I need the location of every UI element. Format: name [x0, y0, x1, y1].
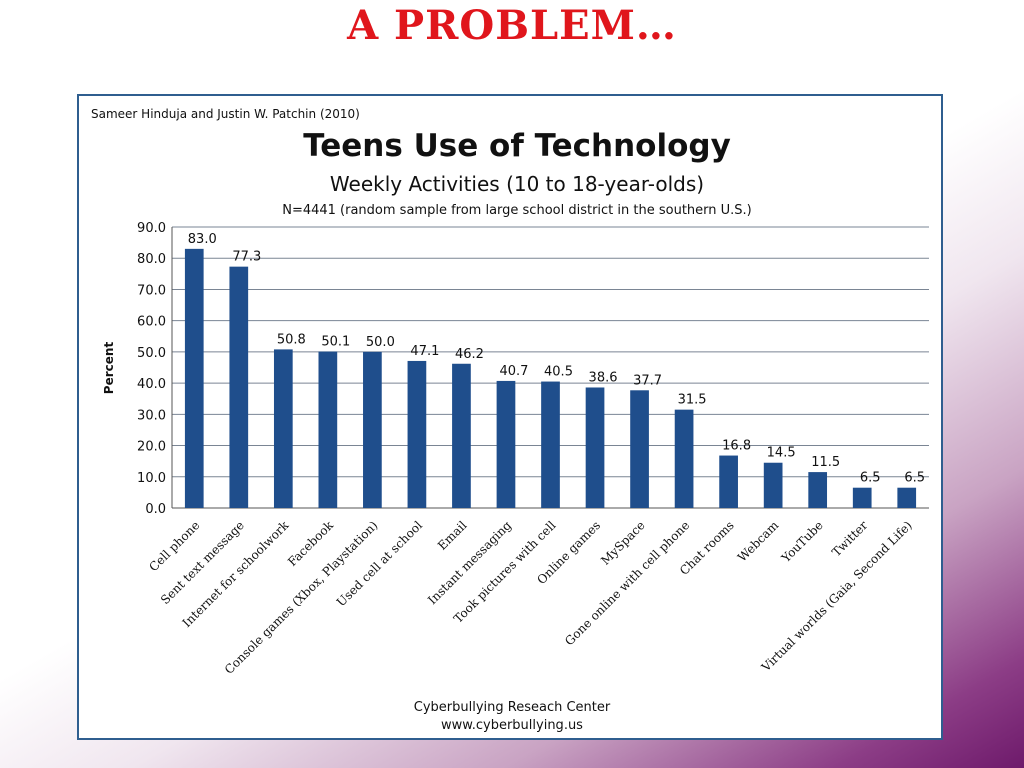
- x-tick-label: Sent text message: [158, 518, 247, 607]
- footer-center-name: Cyberbullying Reseach Center: [414, 700, 611, 715]
- bar: [897, 487, 917, 508]
- bars: [184, 248, 917, 508]
- y-tick-label: 70.0: [137, 283, 166, 298]
- bar-value-label: 16.8: [722, 439, 751, 454]
- x-tick-label: YouTube: [778, 518, 826, 566]
- chart-subtitle: Weekly Activities (10 to 18-year-olds): [330, 172, 704, 196]
- bar: [496, 380, 516, 508]
- bar: [452, 363, 471, 508]
- bar-value-label: 83.0: [188, 232, 217, 247]
- y-axis-ticks: 0.0 10.0 20.0 30.0 40.0 50.0 60.0 70.0 80.0 90.0: [137, 221, 166, 517]
- bar-value-label: 77.3: [232, 250, 261, 265]
- bar: [273, 349, 293, 508]
- bar-value-label: 40.5: [544, 365, 573, 380]
- x-tick-label: Twitter: [829, 518, 870, 559]
- bar: [407, 360, 427, 508]
- bar: [763, 462, 783, 508]
- slide-title: A problem…: [347, 2, 677, 49]
- bar: [318, 351, 338, 508]
- bar-value-label: 50.1: [321, 335, 350, 350]
- bar-value-label: 6.5: [860, 471, 881, 486]
- x-tick-label: Email: [435, 518, 470, 553]
- x-tick-label: Webcam: [735, 518, 782, 565]
- y-tick-label: 10.0: [137, 471, 166, 486]
- y-tick-label: 50.0: [137, 346, 166, 361]
- bar-value-label: 11.5: [811, 455, 840, 470]
- bar-value-label: 50.8: [277, 332, 306, 347]
- bar-value-label: 50.0: [366, 335, 395, 350]
- bar-value-label: 6.5: [904, 471, 925, 486]
- bar: [541, 381, 560, 508]
- x-tick-label: Used cell at school: [334, 518, 425, 609]
- bar: [808, 472, 828, 508]
- bar-value-label: 37.7: [633, 373, 662, 388]
- bar-value-label: 46.2: [455, 347, 484, 362]
- bar: [184, 248, 204, 508]
- y-tick-label: 20.0: [137, 440, 166, 455]
- chart-title: Teens Use of Technology: [303, 128, 731, 164]
- y-tick-label: 80.0: [137, 252, 166, 267]
- bar-value-label: 40.7: [499, 364, 528, 379]
- bar-value-label: 47.1: [410, 344, 439, 359]
- chart-note: N=4441 (random sample from large school …: [282, 203, 752, 218]
- y-tick-label: 0.0: [145, 502, 166, 517]
- chart-frame: Sameer Hinduja and Justin W. Patchin (20…: [77, 94, 943, 740]
- bar: [229, 266, 249, 508]
- bar: [674, 409, 694, 508]
- bar: [630, 390, 649, 508]
- bar-value-label: 31.5: [678, 393, 707, 408]
- bar: [852, 487, 872, 508]
- bar: [585, 387, 605, 508]
- y-tick-label: 40.0: [137, 377, 166, 392]
- source-note: Sameer Hinduja and Justin W. Patchin (20…: [91, 107, 360, 121]
- value-labels: 83.0 77.3 50.8 50.1 50.0 47.1 46.2 40.7 40.5 38.6…: [188, 232, 925, 486]
- y-tick-label: 30.0: [137, 408, 166, 423]
- footer-url: www.cyberbullying.us: [441, 718, 583, 733]
- y-axis-label: Percent: [102, 342, 116, 395]
- bar-chart: Sameer Hinduja and Justin W. Patchin (20…: [91, 107, 929, 733]
- bar: [363, 351, 382, 508]
- bar-value-label: 14.5: [767, 446, 796, 461]
- y-tick-label: 60.0: [137, 315, 166, 330]
- x-tick-label: Instant messaging: [425, 518, 514, 607]
- bar-value-label: 38.6: [589, 370, 618, 385]
- bar: [719, 455, 738, 508]
- y-tick-label: 90.0: [137, 221, 166, 236]
